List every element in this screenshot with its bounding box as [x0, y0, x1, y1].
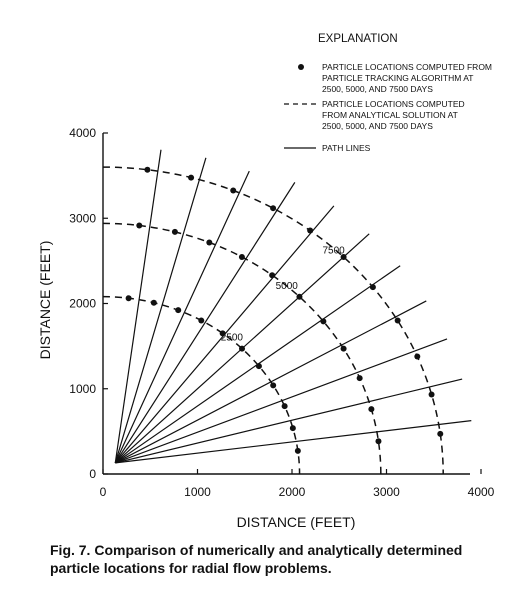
y-tick-label: 3000 — [69, 211, 96, 225]
legend-entry-1-line-1: PARTICLE LOCATIONS COMPUTED FROM — [322, 62, 492, 72]
path-line — [115, 150, 161, 463]
particle-point — [290, 425, 296, 431]
legend-entry-2-line-1: PARTICLE LOCATIONS COMPUTED — [322, 99, 465, 109]
particle-point — [282, 403, 288, 409]
legend-title: EXPLANATION — [318, 33, 398, 45]
particle-point — [270, 205, 276, 211]
arc-label: 5000 — [276, 281, 299, 292]
legend-entry-3-line-1: PATH LINES — [322, 143, 371, 153]
legend-entry-2-line-3: 2500, 5000, AND 7500 DAYS — [322, 121, 433, 131]
particle-point — [136, 222, 142, 228]
x-tick-label: 0 — [100, 485, 107, 499]
y-axis-label: DISTANCE (FEET) — [37, 241, 53, 360]
particle-point — [395, 318, 401, 324]
arc-label: 7500 — [322, 245, 345, 256]
particle-point — [307, 228, 313, 234]
legend-entry-1-line-2: PARTICLE TRACKING ALGORITHM AT — [322, 73, 473, 83]
particle-point — [151, 300, 157, 306]
legend: EXPLANATION PARTICLE LOCATIONS COMPUTED … — [284, 33, 492, 153]
particle-point — [230, 187, 236, 193]
y-tick-label: 1000 — [69, 382, 96, 396]
y-tick-label: 0 — [89, 467, 96, 481]
y-tick-label: 2000 — [69, 297, 96, 311]
particle-point — [239, 254, 245, 260]
legend-dot-marker — [298, 64, 304, 70]
particle-point — [256, 363, 262, 369]
x-tick-label: 1000 — [184, 485, 211, 499]
path-line — [115, 339, 447, 463]
particle-point — [269, 272, 275, 278]
particle-point — [375, 438, 381, 444]
particle-point — [144, 167, 150, 173]
particle-point — [239, 346, 245, 352]
particle-point — [437, 431, 443, 437]
legend-entry-1-line-3: 2500, 5000, AND 7500 DAYS — [322, 84, 433, 94]
particle-point — [357, 375, 363, 381]
path-line — [115, 171, 249, 463]
x-tick-label: 2000 — [279, 485, 306, 499]
path-line — [115, 158, 206, 463]
particle-point — [341, 346, 347, 352]
particle-point — [270, 382, 276, 388]
particle-point — [172, 229, 178, 235]
particle-point — [188, 175, 194, 181]
y-tick-label: 4000 — [69, 126, 96, 140]
figure-caption: Fig. 7. Comparison of numerically and an… — [50, 541, 490, 577]
path-line — [115, 379, 462, 463]
arc-label: 2500 — [221, 333, 244, 344]
x-tick-label: 4000 — [468, 485, 495, 499]
particle-point — [175, 307, 181, 313]
particle-point — [370, 284, 376, 290]
particle-point — [295, 448, 301, 454]
particle-point — [296, 294, 302, 300]
particle-point — [320, 318, 326, 324]
particle-point — [198, 317, 204, 323]
particle-point — [414, 354, 420, 360]
path-line — [115, 182, 295, 463]
particle-point — [126, 295, 132, 301]
particle-point — [206, 239, 212, 245]
x-tick-label: 3000 — [373, 485, 400, 499]
x-axis-label: DISTANCE (FEET) — [237, 514, 356, 530]
particle-point — [429, 392, 435, 398]
legend-entry-2-line-2: FROM ANALYTICAL SOLUTION AT — [322, 110, 458, 120]
particle-point — [368, 406, 374, 412]
